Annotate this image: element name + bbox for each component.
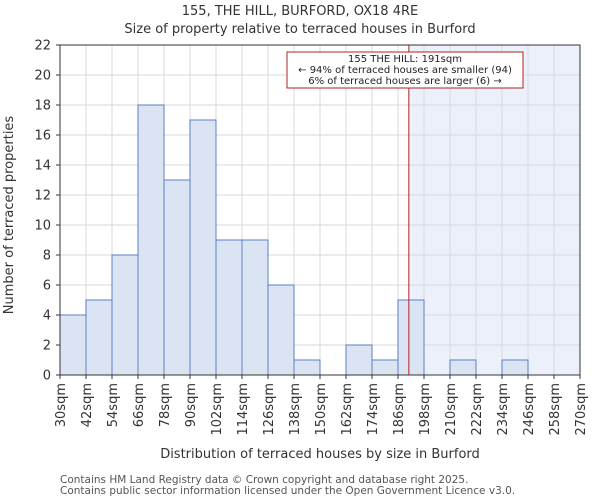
- x-tick-label: 90sqm: [184, 383, 199, 427]
- x-tick-label: 222sqm: [470, 383, 485, 436]
- histogram-bar: [215, 239, 243, 376]
- chart-title: 155, THE HILL, BURFORD, OX18 4RE: [181, 4, 419, 19]
- y-tick-label: 0: [43, 369, 51, 384]
- x-axis-title: Distribution of terraced houses by size …: [160, 447, 480, 462]
- x-tick-label: 114sqm: [236, 383, 251, 436]
- y-tick-label: 8: [43, 249, 51, 264]
- x-tick-label: 174sqm: [366, 383, 381, 436]
- x-tick-label: 270sqm: [574, 383, 589, 436]
- x-tick-label: 102sqm: [210, 383, 225, 436]
- y-tick-label: 4: [43, 309, 51, 324]
- x-tick-label: 42sqm: [80, 383, 95, 427]
- histogram-bar: [293, 359, 321, 376]
- histogram-bar: [241, 239, 269, 376]
- x-tick-label: 66sqm: [132, 383, 147, 427]
- x-tick-label: 210sqm: [444, 383, 459, 436]
- x-tick-label: 198sqm: [418, 383, 433, 436]
- y-tick-label: 6: [43, 279, 51, 294]
- x-tick-label: 258sqm: [548, 383, 563, 436]
- annotation-line: 155 THE HILL: 191sqm: [348, 54, 462, 65]
- x-tick-label: 150sqm: [314, 383, 329, 436]
- annotation-box: [286, 51, 524, 89]
- x-tick-label: 54sqm: [106, 383, 121, 427]
- annotation-line: 6% of terraced houses are larger (6) →: [308, 76, 502, 87]
- x-tick-label: 246sqm: [522, 383, 537, 436]
- y-tick-label: 20: [34, 69, 51, 84]
- histogram-bar: [371, 359, 399, 376]
- histogram-bar: [85, 299, 113, 376]
- footer-licence: Contains public sector information licen…: [60, 485, 516, 497]
- histogram-bar: [267, 284, 295, 376]
- y-tick-label: 10: [34, 219, 51, 234]
- y-tick-label: 18: [34, 99, 51, 114]
- histogram-bar: [501, 359, 529, 376]
- histogram-bar: [449, 359, 477, 376]
- histogram-bar: [111, 254, 139, 376]
- larger-region: [408, 45, 580, 375]
- histogram-bar: [59, 314, 87, 376]
- footer-copyright: Contains HM Land Registry data © Crown c…: [60, 474, 469, 486]
- y-tick-label: 16: [34, 129, 51, 144]
- histogram-bar: [163, 179, 191, 376]
- x-tick-label: 126sqm: [262, 383, 277, 436]
- x-tick-label: 78sqm: [158, 383, 173, 427]
- y-tick-label: 2: [43, 339, 51, 354]
- y-tick-label: 14: [34, 159, 51, 174]
- annotation-line: ← 94% of terraced houses are smaller (94…: [298, 65, 512, 76]
- chart-subtitle: Size of property relative to terraced ho…: [124, 22, 476, 37]
- y-tick-label: 12: [34, 189, 51, 204]
- x-tick-label: 162sqm: [340, 383, 355, 436]
- histogram-bar: [397, 299, 425, 376]
- x-tick-label: 138sqm: [288, 383, 303, 436]
- histogram-bar: [189, 119, 217, 376]
- histogram-bar: [345, 344, 373, 376]
- y-tick-label: 22: [34, 39, 51, 54]
- x-tick-label: 234sqm: [496, 383, 511, 436]
- y-axis-title: Number of terraced properties: [2, 116, 17, 315]
- histogram-bar: [137, 104, 165, 376]
- x-tick-label: 186sqm: [392, 383, 407, 436]
- x-tick-label: 30sqm: [54, 383, 69, 427]
